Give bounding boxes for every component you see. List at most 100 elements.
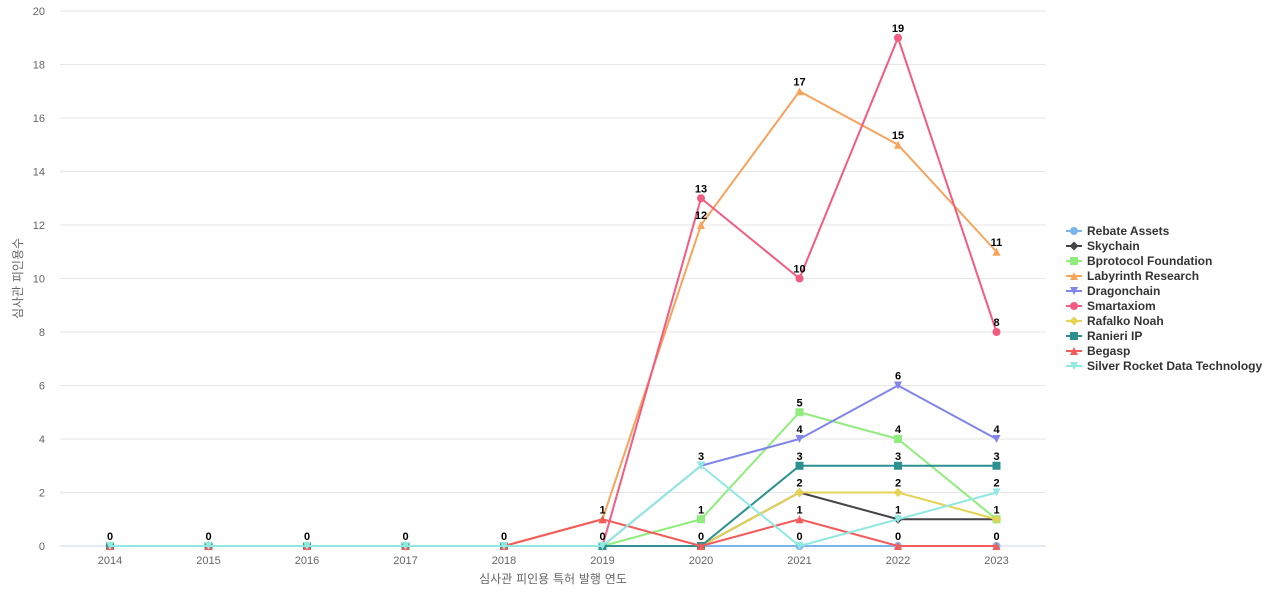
data-point-marker <box>1070 227 1078 235</box>
data-point-marker[interactable] <box>894 461 902 470</box>
data-point-marker[interactable] <box>598 515 607 524</box>
data-point-marker[interactable] <box>992 328 1001 336</box>
series-begasp[interactable] <box>106 515 1001 550</box>
legend-item[interactable]: Silver Rocket Data Technology <box>1066 359 1262 373</box>
data-label: 0 <box>304 531 310 543</box>
data-point-marker[interactable] <box>992 461 1001 470</box>
data-point-marker[interactable] <box>401 542 410 550</box>
legend-label: Labyrinth Research <box>1087 269 1199 283</box>
y-tick-label: 8 <box>39 327 45 339</box>
data-label: 4 <box>796 424 803 436</box>
data-label: 0 <box>107 531 113 543</box>
series-labyrinth-research[interactable] <box>106 87 1001 550</box>
data-point-marker[interactable] <box>303 542 311 550</box>
data-point-marker[interactable] <box>894 542 902 550</box>
data-point-marker[interactable] <box>106 542 114 550</box>
series-line <box>109 491 998 547</box>
legend-item[interactable]: Begasp <box>1066 344 1130 358</box>
series-line <box>109 464 998 547</box>
legend-label: Rafalko Noah <box>1087 314 1164 328</box>
data-point-marker[interactable] <box>204 542 213 550</box>
data-point-marker[interactable] <box>894 381 902 390</box>
y-tick-label: 18 <box>33 60 45 72</box>
data-point-marker[interactable] <box>795 87 804 96</box>
data-label: 8 <box>993 317 999 329</box>
y-tick-label: 6 <box>39 381 45 393</box>
legend-item[interactable]: Rebate Assets <box>1066 224 1170 238</box>
x-tick-label: 2019 <box>590 555 614 567</box>
data-point-marker[interactable] <box>894 140 902 149</box>
series-rafalko-noah[interactable] <box>105 488 1002 551</box>
data-point-marker[interactable] <box>795 408 804 417</box>
x-tick-label: 2015 <box>196 555 220 567</box>
data-label: 0 <box>895 531 901 543</box>
data-point-marker[interactable] <box>894 435 902 443</box>
data-point-marker[interactable] <box>795 515 804 524</box>
data-point-marker[interactable] <box>893 488 903 497</box>
data-point-marker[interactable] <box>795 461 804 470</box>
data-point-marker[interactable] <box>795 488 804 497</box>
data-label: 2 <box>993 478 999 490</box>
y-tick-label: 16 <box>33 113 45 125</box>
data-label: 1 <box>895 504 901 516</box>
legend-item[interactable]: Smartaxiom <box>1066 299 1156 313</box>
data-label: 3 <box>993 451 999 463</box>
legend-item[interactable]: Bprotocol Foundation <box>1066 254 1212 268</box>
data-point-marker[interactable] <box>992 247 1001 256</box>
data-point-marker[interactable] <box>992 488 1001 497</box>
data-point-marker[interactable] <box>697 461 705 470</box>
data-point-marker[interactable] <box>697 542 705 550</box>
data-point-marker[interactable] <box>992 542 1001 550</box>
grid-lines <box>60 10 1046 547</box>
data-label: 0 <box>599 531 605 543</box>
series-line <box>109 491 998 547</box>
data-point-marker <box>1070 287 1078 295</box>
data-point-marker[interactable] <box>500 542 508 550</box>
data-point-marker <box>1070 257 1078 265</box>
data-label: 0 <box>205 531 211 543</box>
data-point-marker <box>1070 302 1078 310</box>
data-label: 12 <box>695 210 707 222</box>
y-tick-label: 20 <box>33 6 45 18</box>
data-label: 4 <box>993 424 1000 436</box>
series-smartaxiom[interactable] <box>106 33 1001 550</box>
data-point-marker[interactable] <box>598 542 607 550</box>
legend-item[interactable]: Labyrinth Research <box>1066 269 1199 283</box>
series-skychain[interactable] <box>105 488 1002 551</box>
data-label: 0 <box>993 531 999 543</box>
legend-label: Bprotocol Foundation <box>1087 254 1212 268</box>
data-label: 0 <box>796 531 802 543</box>
legend-item[interactable]: Skychain <box>1066 239 1140 253</box>
y-tick-label: 0 <box>39 541 45 553</box>
data-point-marker[interactable] <box>697 515 705 524</box>
legend-item[interactable]: Rafalko Noah <box>1066 314 1164 328</box>
data-point-marker <box>1070 347 1078 355</box>
y-tick-label: 2 <box>39 488 45 500</box>
data-point-marker[interactable] <box>992 514 1001 524</box>
legend-item[interactable]: Dragonchain <box>1066 284 1160 298</box>
legend-item[interactable]: Ranieri IP <box>1066 329 1142 343</box>
data-point-marker[interactable] <box>894 33 902 42</box>
data-point-marker[interactable] <box>795 435 804 443</box>
data-label: 13 <box>695 183 707 195</box>
x-tick-label: 2021 <box>787 555 811 567</box>
data-point-marker[interactable] <box>992 435 1001 443</box>
data-label: 2 <box>895 478 901 490</box>
data-point-marker[interactable] <box>894 515 902 524</box>
x-tick-label: 2018 <box>492 555 516 567</box>
data-point-marker[interactable] <box>795 542 804 550</box>
data-label: 6 <box>895 371 901 383</box>
series-silver-rocket-data-technology[interactable] <box>106 461 1001 550</box>
data-point-marker[interactable] <box>697 194 705 203</box>
legend-label: Dragonchain <box>1087 284 1160 298</box>
data-point-marker <box>1070 272 1078 280</box>
series-line <box>109 518 998 547</box>
data-point-marker[interactable] <box>697 221 705 229</box>
legend-label: Skychain <box>1087 239 1140 253</box>
data-point-marker <box>1070 332 1078 340</box>
data-point-marker[interactable] <box>795 274 804 283</box>
data-label: 1 <box>599 504 605 516</box>
